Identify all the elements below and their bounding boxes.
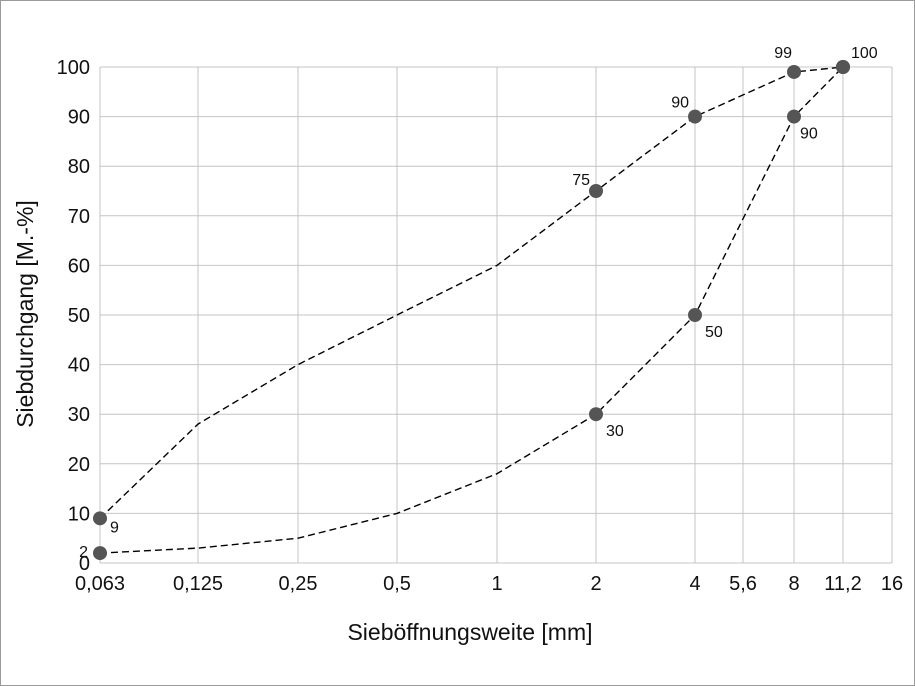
y-tick-label: 0 (79, 553, 90, 575)
y-tick-label: 20 (68, 454, 90, 476)
x-tick-label: 0,5 (383, 573, 411, 595)
x-tick-label: 2 (590, 573, 601, 595)
data-label: 99 (774, 45, 792, 62)
data-point (688, 308, 702, 322)
data-point (93, 511, 107, 526)
data-label: 100 (851, 45, 878, 62)
x-tick-label: 4 (689, 573, 700, 595)
y-tick-label: 90 (68, 107, 90, 129)
data-point (836, 60, 850, 74)
data-label: 50 (705, 324, 723, 341)
data-point (787, 64, 801, 79)
x-tick-labels: 0,063 0,125 0,25 0,5 1 2 4 5,6 8 11,2 16 (75, 573, 903, 595)
series-lines (99, 66, 844, 554)
x-tick-label: 11,2 (824, 573, 861, 595)
y-tick-label: 40 (68, 355, 90, 377)
y-tick-labels: 0 10 20 30 40 50 60 70 80 90 100 (57, 57, 90, 575)
data-label: 90 (800, 126, 818, 143)
series-markers (93, 60, 850, 561)
data-label: 90 (671, 95, 689, 112)
y-tick-label: 10 (68, 503, 90, 525)
point-labels: 9 75 90 99 100 2 30 50 90 (79, 45, 878, 561)
y-tick-label: 50 (68, 305, 90, 327)
y-tick-label: 60 (68, 255, 90, 277)
y-tick-label: 70 (68, 206, 90, 228)
data-point (688, 109, 702, 124)
data-point (787, 109, 801, 124)
y-tick-label: 80 (68, 156, 90, 178)
x-tick-label: 0,063 (75, 573, 125, 595)
x-tick-label: 1 (491, 573, 502, 595)
series-line (99, 66, 844, 519)
data-point (589, 184, 603, 198)
data-point (589, 407, 603, 422)
grid (99, 66, 893, 564)
data-point (93, 546, 107, 561)
data-label: 2 (79, 544, 88, 561)
data-label: 9 (110, 519, 119, 536)
y-tick-label: 100 (57, 57, 90, 79)
data-label: 75 (572, 172, 590, 189)
x-tick-label: 16 (881, 573, 903, 595)
data-label: 30 (606, 423, 624, 440)
y-tick-label: 30 (68, 404, 90, 426)
series-line (99, 66, 844, 554)
x-tick-label: 5,6 (729, 573, 757, 595)
x-tick-label: 8 (788, 573, 799, 595)
x-axis-title: Sieböffnungsweite [mm] (347, 619, 592, 645)
x-tick-label: 0,125 (173, 573, 223, 595)
y-axis-title: Siebdurchgang [M.-%] (12, 200, 38, 428)
x-tick-label: 0,25 (279, 573, 318, 595)
